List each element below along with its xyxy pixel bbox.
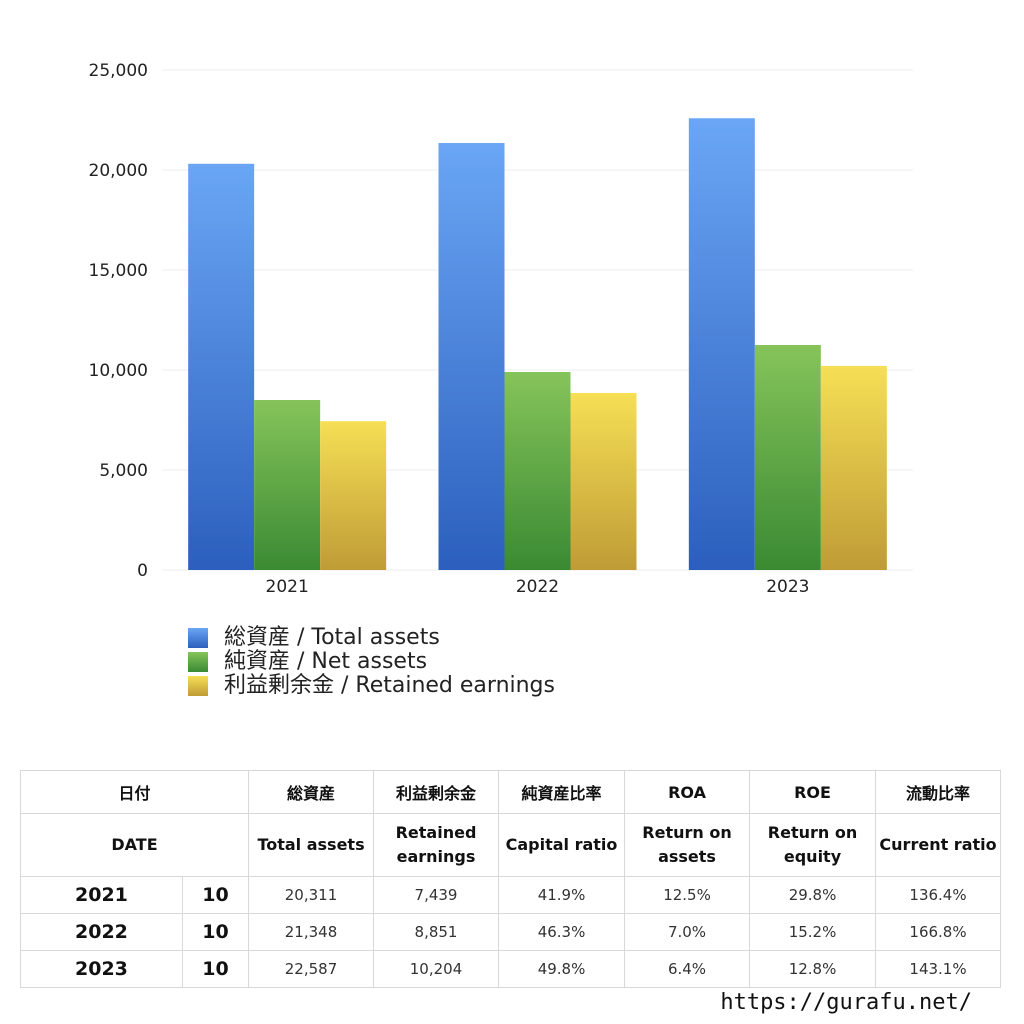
bar-chart: 0 5,000 10,000 15,000 20,000 25,000 2021 2022 20… [89, 61, 913, 597]
header-roa-en: Return on assets [624, 813, 751, 877]
table-row: 2021 10 20,311 7,439 41.9% 12.5% 29.8% 1… [20, 876, 1002, 914]
header-roa-line2: assets [658, 847, 716, 866]
bar-net-assets-2021 [254, 400, 321, 570]
header-capital-ratio-en: Capital ratio [498, 813, 626, 877]
header-roe-en: Return on equity [749, 813, 877, 877]
cell-current-ratio: 166.8% [875, 913, 1002, 951]
legend-item-retained-earnings: 利益剰余金 / Retained earnings [188, 674, 555, 698]
cell-roe: 15.2% [749, 913, 877, 951]
site-url: https://gurafu.net/ [720, 990, 972, 1015]
chart-legend: 総資産 / Total assets 純資産 / Net assets 利益剰余… [188, 626, 555, 698]
financial-table: 日付 総資産 利益剰余金 純資産比率 ROA ROE 流動比率 DATE Tot… [19, 770, 1002, 988]
y-tick-label: 10,000 [89, 361, 148, 381]
cell-retained-earnings: 8,851 [373, 913, 500, 951]
legend-label-net-assets: 純資産 / Net assets [224, 649, 428, 674]
bar-retained-earnings-2022 [570, 392, 637, 570]
header-roe-line1: Return on [767, 823, 858, 842]
x-tick-label: 2022 [516, 577, 559, 597]
legend-item-total-assets: 総資産 / Total assets [188, 626, 555, 650]
x-tick-label: 2021 [266, 577, 309, 597]
bar-total-assets-2023 [688, 118, 755, 570]
cell-roe: 12.8% [749, 950, 877, 988]
cell-roa: 7.0% [624, 913, 751, 951]
bar-retained-earnings-2021 [320, 421, 387, 570]
header-roa-line1: Return on [642, 823, 732, 842]
header-current-ratio-en: Current ratio [875, 813, 1002, 877]
table-row: 2022 10 21,348 8,851 46.3% 7.0% 15.2% 16… [20, 913, 1002, 951]
cell-month: 10 [181, 950, 250, 988]
y-tick-label: 20,000 [89, 161, 148, 181]
y-tick-label: 15,000 [89, 261, 148, 281]
cell-month: 10 [181, 913, 250, 951]
y-tick-label: 5,000 [99, 461, 148, 481]
bar-total-assets-2022 [438, 143, 505, 571]
header-capital-ratio-ja: 純資産比率 [498, 770, 626, 814]
x-tick-label: 2023 [766, 577, 809, 597]
table-header-row-ja: 日付 総資産 利益剰余金 純資産比率 ROA ROE 流動比率 [19, 770, 1002, 814]
cell-retained-earnings: 10,204 [373, 950, 500, 988]
cell-retained-earnings: 7,439 [373, 876, 500, 914]
header-current-ratio-ja: 流動比率 [875, 770, 1002, 814]
legend-swatch-retained-earnings [188, 676, 208, 696]
cell-month: 10 [181, 876, 250, 914]
cell-year: 2023 [20, 950, 183, 988]
cell-year: 2021 [20, 876, 183, 914]
cell-roa: 6.4% [624, 950, 751, 988]
cell-roe: 29.8% [749, 876, 877, 914]
cell-current-ratio: 143.1% [875, 950, 1002, 988]
cell-total-assets: 21,348 [248, 913, 375, 951]
bar-retained-earnings-2023 [820, 365, 887, 570]
header-date-en: DATE [19, 813, 250, 877]
legend-label-retained-earnings: 利益剰余金 / Retained earnings [224, 673, 555, 698]
bar-total-assets-2021 [188, 163, 255, 570]
table-row: 2023 10 22,587 10,204 49.8% 6.4% 12.8% 1… [20, 950, 1002, 988]
cell-capital-ratio: 49.8% [498, 950, 626, 988]
legend-swatch-total-assets [188, 628, 208, 648]
cell-capital-ratio: 41.9% [498, 876, 626, 914]
header-retained-earnings-en: Retained earnings [373, 813, 500, 877]
header-total-assets-en: Total assets [248, 813, 375, 877]
header-roa-ja: ROA [624, 770, 751, 814]
cell-total-assets: 20,311 [248, 876, 375, 914]
header-retained-line1: Retained [395, 823, 477, 842]
header-date-ja: 日付 [19, 770, 250, 814]
y-tick-label: 25,000 [89, 61, 148, 81]
header-retained-earnings-ja: 利益剰余金 [373, 770, 500, 814]
cell-year: 2022 [20, 913, 183, 951]
bar-net-assets-2022 [504, 372, 571, 570]
y-tick-label: 0 [137, 561, 148, 581]
legend-item-net-assets: 純資産 / Net assets [188, 650, 555, 674]
cell-total-assets: 22,587 [248, 950, 375, 988]
table-header-row-en: DATE Total assets Retained earnings Capi… [19, 813, 1002, 877]
legend-swatch-net-assets [188, 652, 208, 672]
cell-roa: 12.5% [624, 876, 751, 914]
cell-current-ratio: 136.4% [875, 876, 1002, 914]
header-roe-line2: equity [783, 847, 842, 866]
header-retained-line2: earnings [396, 847, 476, 866]
header-total-assets-ja: 総資産 [248, 770, 375, 814]
cell-capital-ratio: 46.3% [498, 913, 626, 951]
header-roe-ja: ROE [749, 770, 877, 814]
legend-label-total-assets: 総資産 / Total assets [224, 625, 440, 650]
bar-net-assets-2023 [754, 345, 821, 570]
